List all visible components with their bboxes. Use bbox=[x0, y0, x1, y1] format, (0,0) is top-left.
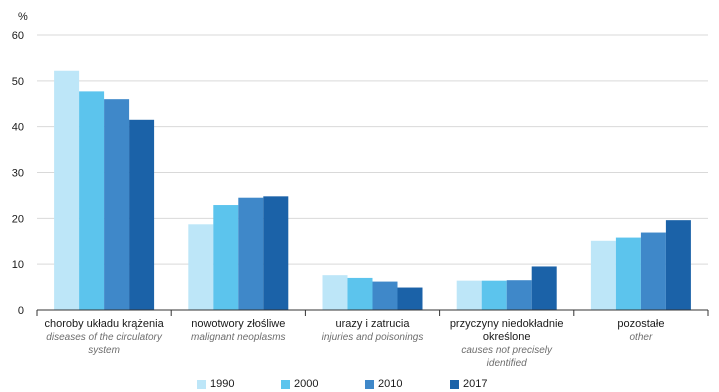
y-tick-label: 50 bbox=[12, 76, 24, 88]
legend-label: 1990 bbox=[210, 378, 235, 390]
bar-2000 bbox=[79, 91, 105, 310]
category-label: pozostałe other bbox=[578, 318, 704, 344]
bar-2000 bbox=[347, 277, 373, 310]
bar-1990 bbox=[188, 224, 214, 310]
bar-2010 bbox=[506, 280, 532, 310]
legend-label: 2017 bbox=[463, 378, 488, 390]
bar-2017 bbox=[397, 287, 423, 310]
legend-label: 2010 bbox=[378, 378, 403, 390]
legend-swatch bbox=[365, 379, 374, 389]
bar-2010 bbox=[238, 197, 264, 310]
y-tick-label: 20 bbox=[12, 213, 24, 225]
bar-2010 bbox=[640, 232, 666, 310]
bar-2017 bbox=[129, 119, 155, 311]
category-label-en: diseases of the circulatory system bbox=[46, 332, 162, 356]
y-tick-label: 30 bbox=[12, 168, 24, 180]
bar-1990 bbox=[322, 275, 348, 310]
legend-swatch bbox=[197, 379, 206, 389]
legend-swatch bbox=[281, 379, 290, 389]
y-axis-label: % bbox=[18, 11, 28, 23]
category-label-en: malignant neoplasms bbox=[191, 332, 286, 343]
category-label-pl: przyczyny niedokładnie określone bbox=[449, 318, 564, 343]
legend-item: 2010 bbox=[365, 378, 402, 390]
bar-1990 bbox=[590, 240, 616, 310]
category-label-pl: nowotwory złośliwe bbox=[191, 318, 286, 330]
category-label: urazy i zatrucia injuries and poisonings bbox=[309, 318, 435, 344]
category-label-en: causes not precisely identified bbox=[461, 345, 552, 369]
legend-item: 2017 bbox=[450, 378, 487, 390]
legend-swatch bbox=[450, 379, 459, 389]
category-label-en: injuries and poisonings bbox=[321, 332, 424, 343]
bar-2010 bbox=[372, 281, 398, 310]
bar-2010 bbox=[104, 99, 130, 311]
y-tick-label: 0 bbox=[18, 305, 24, 317]
bar-2017 bbox=[531, 266, 557, 310]
category-label-pl: pozostałe bbox=[617, 318, 665, 330]
bars bbox=[54, 70, 691, 311]
bar-2000 bbox=[481, 280, 507, 310]
bar-1990 bbox=[54, 70, 80, 310]
bar-2000 bbox=[213, 205, 239, 310]
category-label: choroby układu krążenia diseases of the c… bbox=[41, 318, 167, 357]
x-axis bbox=[36, 309, 709, 316]
bar-2017 bbox=[263, 196, 289, 310]
y-tick-labels: 0 10 20 30 40 50 60 bbox=[12, 30, 24, 317]
category-label: nowotwory złośliwe malignant neoplasms bbox=[175, 318, 301, 344]
category-label: przyczyny niedokładnie określone causes n… bbox=[444, 318, 570, 370]
category-label-en: other bbox=[629, 332, 653, 343]
y-tick-label: 10 bbox=[12, 259, 24, 271]
bar-2017 bbox=[665, 220, 691, 310]
legend-label: 2000 bbox=[294, 378, 319, 390]
y-tick-label: 60 bbox=[12, 30, 24, 42]
y-tick-label: 40 bbox=[12, 122, 24, 134]
bar-1990 bbox=[456, 280, 482, 310]
legend: 1990 2000 2010 2017 bbox=[0, 378, 719, 392]
category-label-pl: choroby układu krążenia bbox=[44, 318, 164, 330]
legend-item: 2000 bbox=[281, 378, 318, 390]
category-label-pl: urazy i zatrucia bbox=[335, 318, 410, 330]
legend-item: 1990 bbox=[197, 378, 234, 390]
bar-2000 bbox=[615, 237, 641, 310]
